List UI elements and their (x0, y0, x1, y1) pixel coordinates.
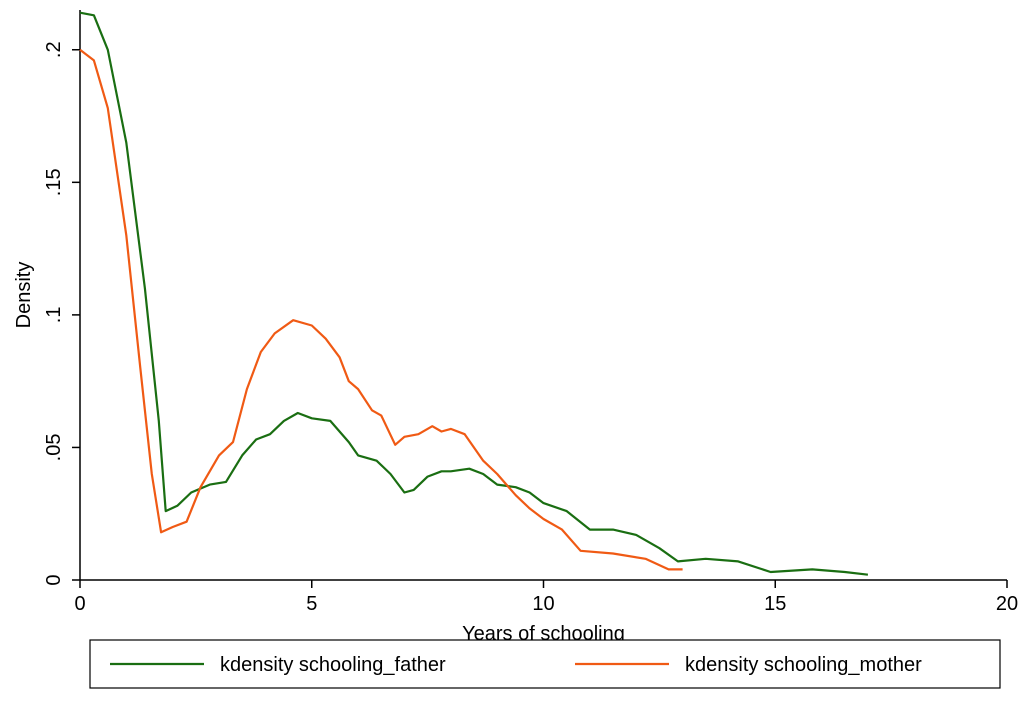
x-tick-label: 0 (74, 593, 85, 615)
y-tick-label: .2 (43, 41, 65, 58)
x-axis-ticks: 0 5 10 15 20 (74, 580, 1018, 615)
x-tick-label: 5 (306, 593, 317, 615)
y-axis-ticks: 0 .05 .1 .15 .2 (43, 41, 80, 586)
series-line-0 (79, 11, 869, 576)
series-line-1 (79, 48, 683, 571)
x-tick-label: 15 (764, 593, 786, 615)
legend-label-1: kdensity schooling_mother (685, 654, 922, 676)
y-tick-label: .05 (43, 434, 65, 462)
x-tick-label: 10 (532, 593, 554, 615)
legend: kdensity schooling_father kdensity school… (89, 639, 1001, 689)
x-tick-label: 20 (996, 593, 1018, 615)
y-tick-label: .1 (43, 307, 65, 324)
series-lines (79, 11, 869, 576)
y-tick-label: 0 (43, 574, 65, 585)
plot-area: 0 5 10 15 20 0 .05 .1 .15 .2 (43, 10, 1018, 615)
legend-box (89, 639, 1001, 689)
y-axis-title: Density (13, 262, 35, 329)
y-tick-label: .15 (43, 168, 65, 196)
legend-label-0: kdensity schooling_father (220, 654, 446, 676)
